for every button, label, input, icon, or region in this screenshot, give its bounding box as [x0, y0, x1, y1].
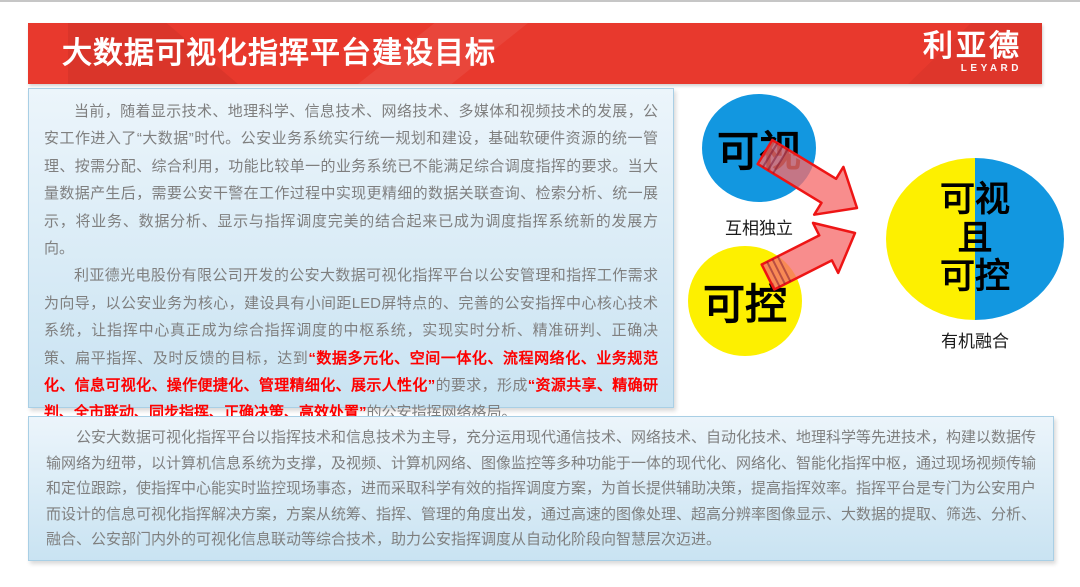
leyard-logo: 利亚德 LEYARD [923, 31, 1022, 75]
control-circle: 可控 [688, 246, 802, 356]
summary-paragraph: 公安大数据可视化指挥平台以指挥技术和信息技术为主导，充分运用现代通信技术、网络技… [46, 429, 1037, 549]
title-banner: 大数据可视化指挥平台建设目标 利亚德 LEYARD [28, 23, 1042, 84]
visual-circle: 可视 [702, 94, 816, 202]
fusion-diagram: 可视 互相独立 可控 可视 且 可控 有机融合 [680, 85, 1080, 415]
intro-panel: 当前，随着显示技术、地理科学、信息技术、网络技术、多媒体和视频技术的发展，公安工… [28, 88, 674, 421]
independent-label: 互相独立 [725, 219, 793, 238]
intro-panel-inner: 当前，随着显示技术、地理科学、信息技术、网络技术、多媒体和视频技术的发展，公安工… [29, 89, 673, 436]
intro-paragraph-1: 当前，随着显示技术、地理科学、信息技术、网络技术、多媒体和视频技术的发展，公安工… [44, 103, 658, 258]
merged-circle: 可视 且 可控 [886, 158, 1064, 320]
page-title: 大数据可视化指挥平台建设目标 [62, 37, 496, 70]
summary-panel: 公安大数据可视化指挥平台以指挥技术和信息技术为主导，充分运用现代通信技术、网络技… [28, 416, 1054, 561]
logo-cn-text: 利亚德 [923, 30, 1022, 63]
control-circle-label: 可控 [702, 280, 787, 328]
logo-en-text: LEYARD [960, 63, 1022, 74]
top-border-line [0, 0, 1080, 2]
intro-paragraph-2: 利亚德光电股份有限公司开发的公安大数据可视化指挥平台以公安管理和指挥工作需求为向… [44, 267, 658, 422]
fusion-label: 有机融合 [941, 332, 1009, 351]
summary-panel-inner: 公安大数据可视化指挥平台以指挥技术和信息技术为主导，充分运用现代通信技术、网络技… [29, 417, 1053, 561]
visual-circle-label: 可视 [716, 127, 801, 175]
merged-circle-label: 可视 且 可控 [939, 180, 1010, 297]
